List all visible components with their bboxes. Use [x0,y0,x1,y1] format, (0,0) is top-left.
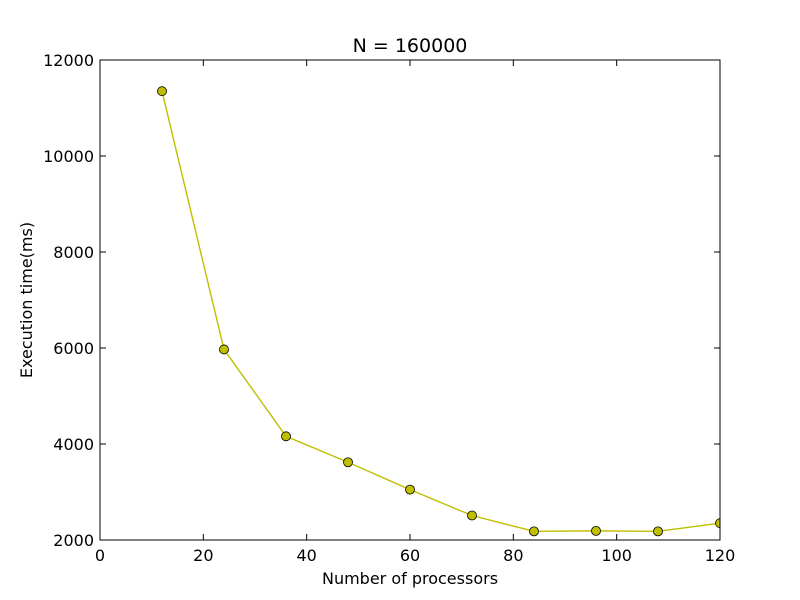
chart-title: N = 160000 [353,35,468,57]
data-point [591,525,601,536]
y-axis-label: Execution time(ms) [17,222,36,378]
x-tick-label: 120 [705,546,736,565]
y-tick-label: 10000 [43,147,94,166]
data-point [529,526,539,537]
y-tick-label: 4000 [53,435,94,454]
tick-layer: 0 20 40 60 80 100 120 2000 4000 6000 8000 10000 1200… [43,51,735,565]
data-point [467,510,477,521]
x-tick-label: 80 [503,546,523,565]
data-point [343,457,353,468]
y-tick-label: 2000 [53,531,94,550]
series-line [161,91,720,533]
data-point [653,526,663,537]
x-tick-label: 60 [400,546,420,565]
series-0 [157,86,720,537]
x-axis-label: Number of processors [322,569,498,588]
y-tick-label: 6000 [53,339,94,358]
data-point [281,431,291,442]
data-point [157,86,167,97]
series-layer [157,86,720,537]
data-point [715,518,720,529]
x-tick-label: 20 [193,546,213,565]
y-tick-label: 8000 [53,243,94,262]
data-point [219,344,229,355]
data-point [405,484,415,495]
y-tick-label: 12000 [43,51,94,70]
x-tick-label: 40 [296,546,316,565]
x-tick-label: 0 [95,546,105,565]
x-tick-label: 100 [601,546,632,565]
